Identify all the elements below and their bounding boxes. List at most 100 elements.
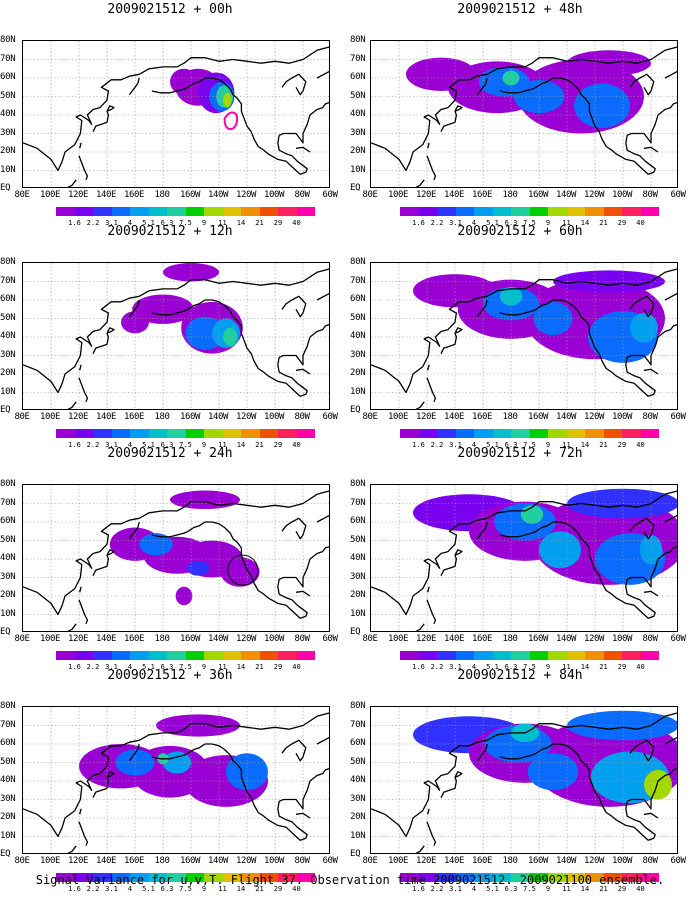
coastline [23,46,329,172]
coastline [78,377,89,403]
colorbar-swatch [455,873,474,882]
lon-tick-label: 60W [322,190,338,200]
variance-contour [539,531,581,569]
map-plot [22,484,330,632]
colorbar-swatch [529,651,548,660]
observation-circle [227,554,259,586]
colorbar-swatch [400,207,419,216]
coastline [151,752,189,760]
lon-tick-label: 140E [443,634,465,644]
variance-contour [630,312,658,343]
colorbar-swatch [111,429,130,438]
lat-tick-label: 70N [0,497,16,508]
colorbar-label: 7.5 [523,663,536,671]
panel-title: 2009021512 + 12h [107,224,233,239]
lon-tick-label: 100W [263,856,285,866]
colorbar-label: 21 [255,885,264,893]
colorbar-swatch [74,873,93,882]
coastline [415,179,425,187]
figure-caption: Signal Variance for u,v,T. Flight 37. Ob… [35,873,665,887]
colorbar-swatch [130,429,149,438]
colorbar-label: 4 [471,219,477,227]
coastline [151,86,189,94]
coastline [427,808,430,815]
variance-contour [567,710,677,741]
colorbar-label: 11 [218,441,227,449]
lat-tick-label: 80N [350,479,366,489]
colorbar-label: 4 [127,219,133,227]
colorbar-label: 2.2 [86,441,100,449]
lat-tick-label: 80N [0,257,16,267]
map-svg [23,485,329,631]
coastline [427,142,430,149]
colorbar-label: 11 [562,219,571,227]
colorbar-label: 9 [201,885,207,893]
lat-tick-label: 10N [350,164,366,175]
lat-tick-label: 20N [350,368,366,378]
coastline [440,327,463,354]
colorbar-label: 11 [562,663,571,671]
panel-24h: 2009021512 + 24h 80N 70N 60N 50N 40N 30N 20N 10… [0,444,350,671]
coastline [187,743,329,841]
lon-tick-label: 120W [235,190,257,200]
colorbar-swatch [640,429,659,438]
colorbar-swatch [204,651,223,660]
lon-tick-label: 160W [527,190,549,200]
coastline [426,821,437,847]
lat-tick-label: 10N [350,386,366,397]
coastline [476,299,488,318]
lon-tick-label: 140E [95,634,117,644]
colorbar-swatch [167,651,186,660]
coastline [281,517,307,540]
coastline [535,77,677,175]
lat-tick-label: 40N [350,553,366,563]
lat-tick-label: 40N [350,775,366,785]
variance-contour [639,534,663,565]
panel-title: 2009021512 + 24h [107,446,233,461]
coastline [643,590,659,597]
colorbar-swatch [296,429,315,438]
colorbar-swatch [603,429,622,438]
coastline [643,812,659,819]
colorbar-swatch [185,651,204,660]
coastline [643,146,659,153]
coastline [643,368,659,375]
coastline [67,845,77,853]
coastline [664,70,677,79]
colorbar-swatch [585,429,604,438]
coastline [187,521,329,619]
lon-tick-label: 100E [387,856,409,866]
lon-tick-label: 80E [14,412,30,422]
colorbar-swatch [548,429,567,438]
colorbar-label: 3.1 [449,885,462,893]
lon-tick-label: 120E [415,856,437,866]
colorbar-label: 11 [562,885,571,893]
colorbar-swatch [278,207,297,216]
map-plot [22,262,330,410]
colorbar-label: 21 [599,441,608,449]
lat-tick-label: EQ [0,405,11,415]
colorbar-label: 9 [201,663,207,671]
colorbar-label: 40 [292,441,301,449]
lon-tick-label: 160W [179,856,201,866]
lat-tick-label: 50N [0,90,16,101]
colorbar-label: 29 [273,219,283,227]
colorbar-label: 21 [255,441,264,449]
colorbar-swatch [492,873,511,882]
colorbar-swatch [130,873,149,882]
lon-tick-label: 160E [471,634,493,644]
lon-tick-label: 80E [14,856,30,866]
colorbar [400,207,659,216]
colorbar-swatch [455,651,474,660]
coastline [128,521,140,540]
colorbar-label: 9 [545,885,551,893]
lat-tick-label: 50N [350,90,366,101]
lat-tick-label: 40N [0,331,16,341]
panel-12h: 2009021512 + 12h 80N 70N 60N 50N 40N 30N 20N 10… [0,222,350,449]
colorbar-swatch [622,429,641,438]
colorbar [56,873,315,882]
colorbar-label: 9 [545,219,551,227]
colorbar-label: 40 [636,885,645,893]
coastline [128,743,140,762]
colorbar-swatch [222,873,241,882]
